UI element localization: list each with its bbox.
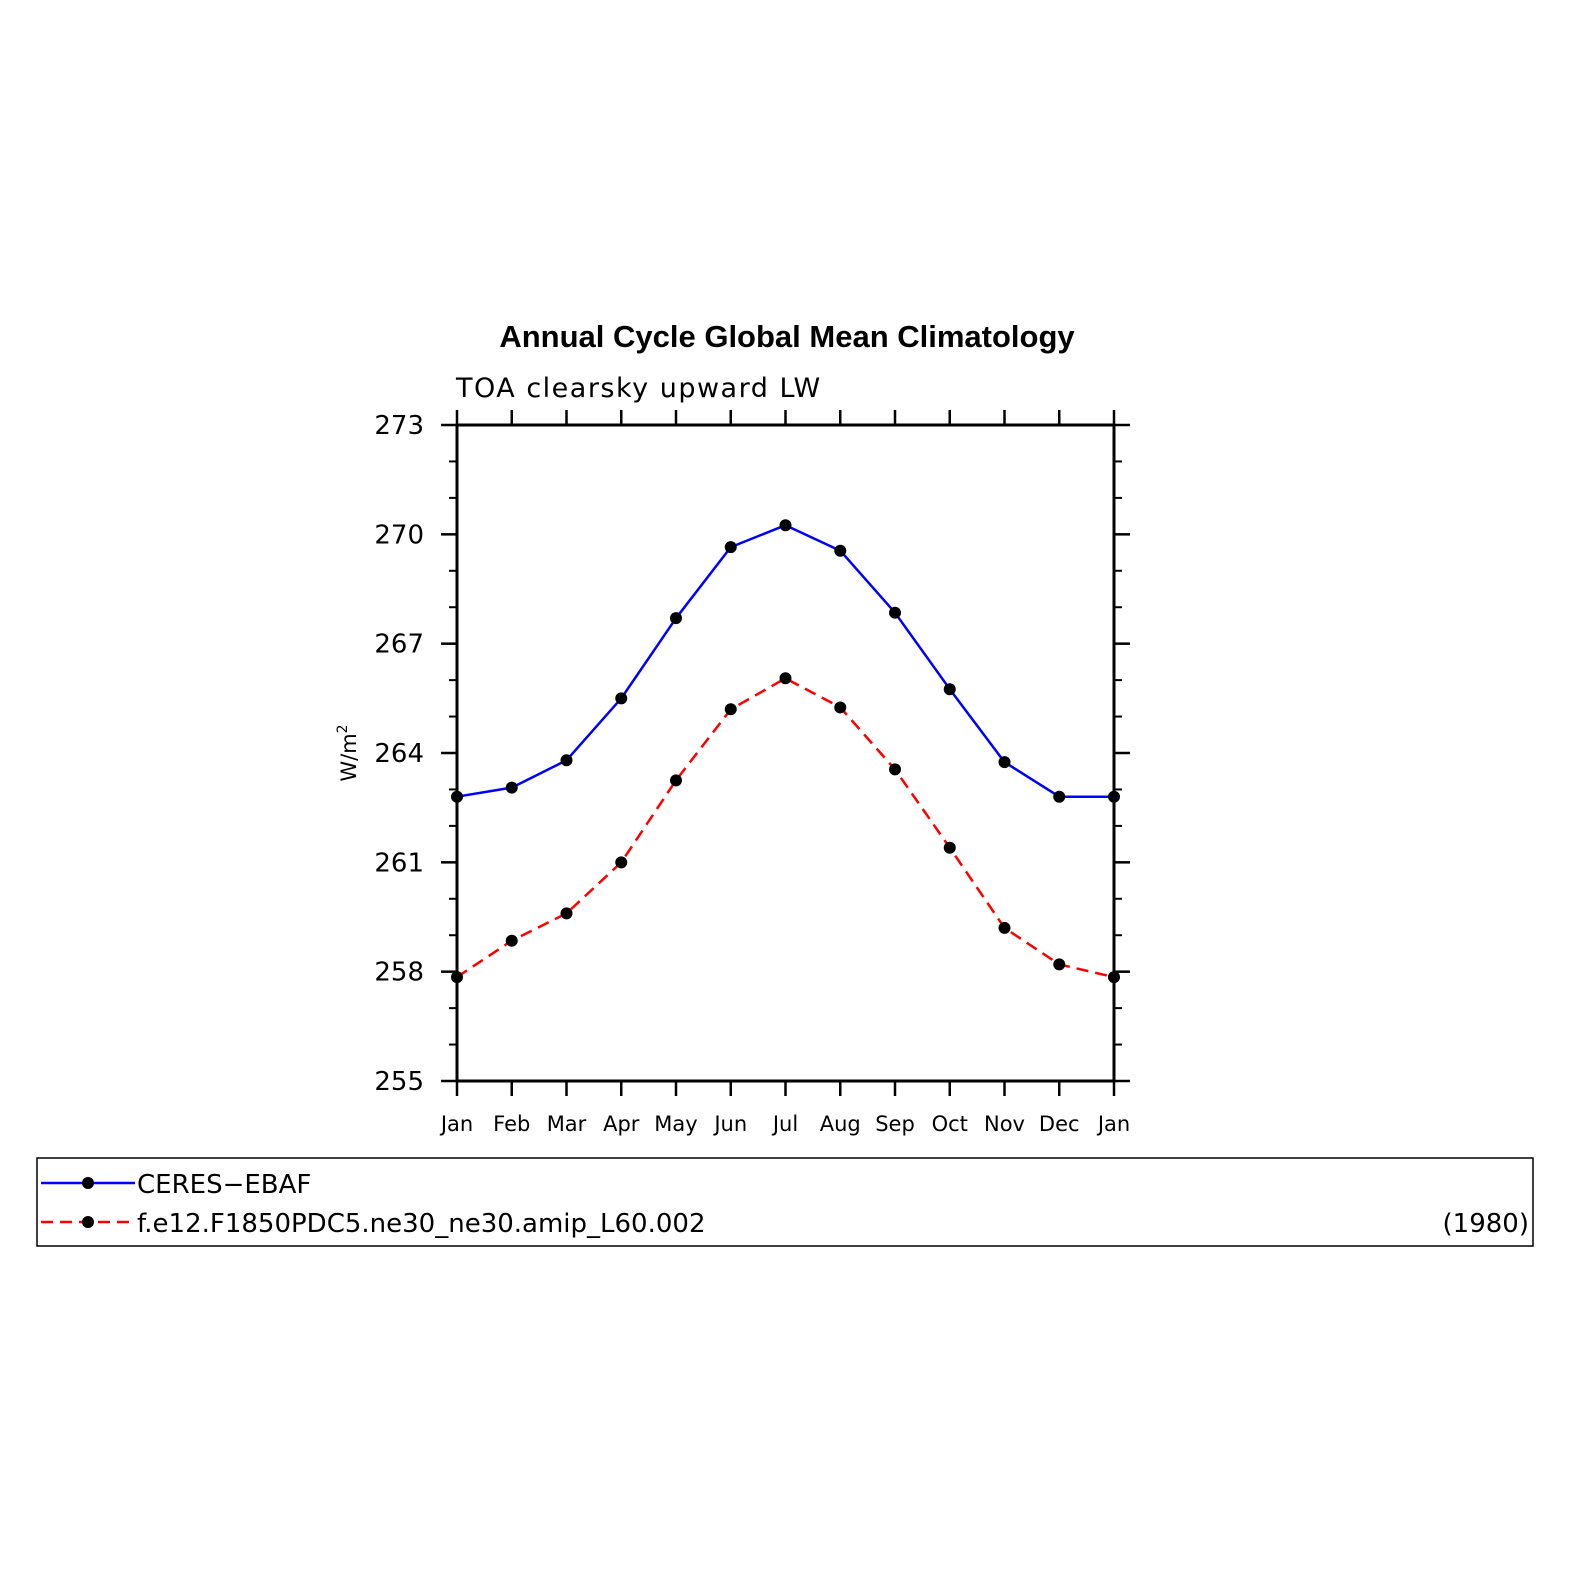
legend-box	[36, 1157, 1534, 1247]
x-tick-label: May	[654, 1112, 697, 1136]
data-point	[889, 763, 901, 776]
series-line-0	[456, 523, 1114, 798]
data-point	[998, 756, 1011, 769]
x-tick-label: Mar	[547, 1112, 587, 1136]
x-tick-label: Aug	[820, 1112, 861, 1136]
data-point	[943, 683, 956, 696]
data-point	[670, 774, 682, 787]
data-point	[998, 921, 1011, 934]
data-point	[1108, 790, 1120, 803]
y-axis-label-superscript: 2	[335, 724, 351, 733]
data-point	[560, 907, 573, 920]
y-axis-label: W/m2	[335, 724, 361, 781]
data-point	[834, 701, 847, 714]
data-point	[451, 790, 463, 803]
axis-ticks	[441, 410, 1130, 1096]
data-point	[670, 612, 682, 625]
legend-note: (1980)	[1443, 1209, 1529, 1239]
chart-subtitle: TOA clearsky upward LW	[455, 373, 822, 404]
data-point	[1108, 971, 1120, 984]
x-tick-label: Feb	[493, 1112, 530, 1136]
y-tick-label: 267	[374, 630, 424, 660]
x-tick-label: Jun	[712, 1112, 747, 1136]
y-tick-label: 270	[374, 520, 424, 550]
data-point	[779, 672, 792, 685]
y-tick-label: 258	[374, 958, 424, 988]
data-point	[560, 754, 573, 767]
series-layer	[451, 519, 1120, 984]
data-point	[451, 971, 463, 984]
y-tick-label: 255	[374, 1067, 424, 1097]
legend-label-model: f.e12.F1850PDC5.ne30_ne30.amip_L60.002	[137, 1209, 705, 1239]
x-tick-label: Apr	[603, 1112, 640, 1136]
x-tick-labels: Jan Feb Mar Apr May Jun Jul Aug Sep Oct Nov Dec Jan	[439, 1112, 1130, 1136]
data-point	[943, 841, 956, 854]
data-point	[779, 519, 792, 532]
data-point	[615, 856, 628, 869]
data-point	[834, 544, 847, 557]
legend-marker-model	[82, 1216, 94, 1228]
svg-text:W/m2: W/m2	[335, 724, 361, 781]
y-tick-labels: 255 258 261 264 267 270 273	[374, 411, 424, 1097]
data-point	[1053, 790, 1066, 803]
data-point	[724, 541, 737, 554]
x-tick-label: Jul	[771, 1112, 798, 1136]
y-tick-label: 261	[374, 848, 424, 878]
x-tick-label: Jan	[439, 1112, 473, 1136]
data-point	[724, 703, 737, 716]
legend-label-ceres: CERES−EBAF	[137, 1170, 311, 1200]
data-point	[615, 692, 628, 705]
data-point	[889, 606, 901, 619]
data-point	[505, 934, 518, 947]
series-line-1	[456, 677, 1115, 979]
x-tick-label: Oct	[932, 1112, 968, 1136]
legend-marker-ceres	[82, 1177, 94, 1189]
y-tick-label: 264	[374, 739, 424, 769]
legend: CERES−EBAF f.e12.F1850PDC5.ne30_ne30.ami…	[36, 1157, 1534, 1247]
x-tick-label: Dec	[1039, 1112, 1080, 1136]
data-point	[505, 781, 518, 794]
data-point	[1053, 958, 1066, 971]
y-tick-label: 273	[374, 411, 424, 441]
x-tick-label: Nov	[984, 1112, 1025, 1136]
y-axis-label-text: W/m	[337, 733, 361, 781]
chart-title: Annual Cycle Global Mean Climatology	[499, 319, 1075, 354]
x-tick-label: Jan	[1096, 1112, 1130, 1136]
x-tick-label: Sep	[875, 1112, 915, 1136]
